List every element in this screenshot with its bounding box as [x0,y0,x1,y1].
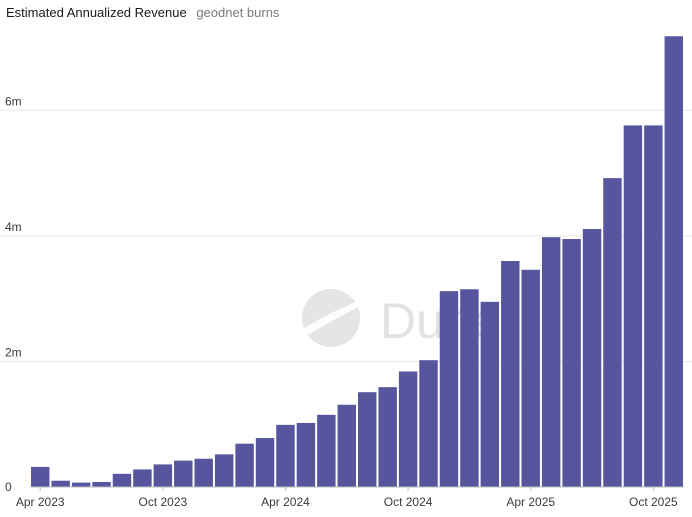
bar-2023-11[interactable] [174,460,193,487]
x-tick-label: Apr 2023 [16,495,65,509]
bar-2025-11[interactable] [664,36,683,487]
bar-2023-04[interactable] [31,466,50,487]
chart-header: Estimated Annualized Revenue geodnet bur… [6,5,279,20]
bar-2025-04[interactable] [521,269,540,487]
y-tick-label: 0 [5,480,12,494]
y-tick-label: 6m [5,94,22,108]
bar-2024-02[interactable] [235,443,254,487]
bar-2024-12[interactable] [439,291,459,487]
bar-2023-10[interactable] [153,464,173,487]
bar-2023-06[interactable] [71,482,91,487]
chart-subtitle: geodnet burns [196,5,280,20]
bar-2024-04[interactable] [276,424,295,487]
bar-2024-05[interactable] [296,422,316,487]
bar-2024-11[interactable] [419,360,438,487]
bar-2024-09[interactable] [378,387,397,487]
axes: 0 2m 4m 6m Apr 2023 Oct 2023 Apr 2024 Oct 2024 A… [5,94,684,509]
bar-2025-05[interactable] [541,237,561,487]
x-tick-label: Apr 2025 [506,495,555,509]
bar-2025-09[interactable] [623,125,643,488]
bar-2024-01[interactable] [214,454,234,487]
x-tick-label: Oct 2023 [138,495,187,509]
dune-logo-swoosh [304,300,360,336]
bar-2025-03[interactable] [501,261,520,487]
bar-2024-07[interactable] [337,404,356,487]
bar-2025-01[interactable] [460,289,479,487]
y-tick-label: 4m [5,220,22,234]
bar-2023-07[interactable] [92,481,111,487]
bar-2023-09[interactable] [133,469,152,487]
bars [31,36,683,488]
bar-2024-06[interactable] [317,414,336,487]
dune-watermark: Dune [302,289,500,349]
bar-2024-03[interactable] [255,438,275,487]
bar-2024-08[interactable] [358,392,377,487]
x-tick-label: Oct 2024 [384,495,433,509]
chart-title: Estimated Annualized Revenue [6,5,187,20]
bar-2023-12[interactable] [194,458,213,487]
x-tick-label: Apr 2024 [261,495,310,509]
bar-2025-07[interactable] [582,228,602,488]
bar-2025-08[interactable] [603,178,622,487]
bar-2023-05[interactable] [51,480,70,487]
x-tick-label: Oct 2025 [629,495,678,509]
bar-2024-10[interactable] [398,371,418,487]
y-tick-label: 2m [5,345,22,359]
bar-2025-06[interactable] [562,239,581,487]
bar-2025-10[interactable] [644,125,663,488]
bar-2025-02[interactable] [480,301,500,487]
bar-2023-08[interactable] [112,473,132,487]
